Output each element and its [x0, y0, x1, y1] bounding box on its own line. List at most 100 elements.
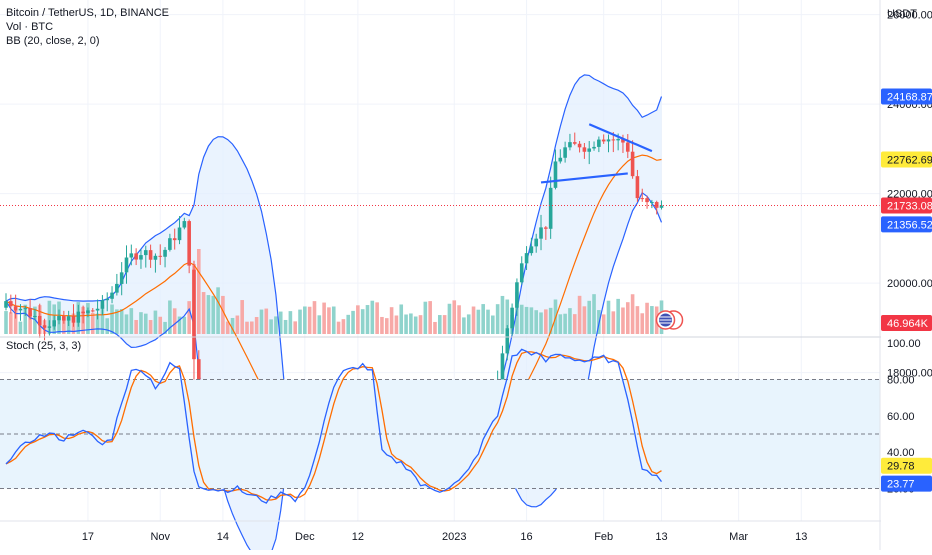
- time-tick-label: 16: [520, 531, 532, 543]
- candle-body: [515, 282, 519, 308]
- volume-bar: [539, 312, 543, 334]
- volume-bar: [645, 302, 649, 334]
- bb-legend[interactable]: BB (20, close, 2, 0): [6, 35, 100, 47]
- stochastic-pane: [0, 336, 932, 504]
- volume-bar: [327, 307, 331, 334]
- volume-bar: [621, 307, 625, 334]
- time-tick-label: Dec: [295, 531, 315, 543]
- volume-bar: [336, 321, 341, 334]
- candle-body: [168, 238, 172, 250]
- flag-icon[interactable]: [655, 310, 684, 330]
- candle-body: [192, 269, 196, 360]
- trendlines[interactable]: [540, 123, 653, 184]
- candle-body: [148, 250, 153, 260]
- candle-body: [28, 308, 32, 317]
- candle-body: [4, 301, 8, 308]
- volume-bar: [168, 300, 172, 334]
- symbol-title[interactable]: Bitcoin / TetherUS, 1D, BINANCE: [6, 7, 170, 19]
- legend-main: Bitcoin / TetherUS, 1D, BINANCE Vol · BT…: [6, 6, 169, 48]
- volume-bar: [582, 306, 587, 334]
- stoch-tick-label: 100.00: [887, 338, 921, 350]
- price-tick-label: 18000.00: [887, 368, 932, 380]
- candle-body: [71, 316, 76, 323]
- candle-body: [66, 316, 71, 321]
- candle-body: [52, 320, 56, 327]
- candle-body: [640, 198, 645, 200]
- candle-body: [105, 298, 110, 301]
- volume-bar: [592, 294, 596, 334]
- volume-bar: [134, 319, 138, 334]
- volume-bar: [356, 305, 360, 334]
- last-price-badge-bg: [881, 197, 932, 214]
- trendline-lower: [540, 172, 628, 184]
- volume-bar: [433, 321, 437, 334]
- volume-bar: [423, 301, 428, 334]
- candle-body: [9, 301, 13, 307]
- volume-legend[interactable]: Vol · BTC: [6, 21, 54, 33]
- volume-bar: [519, 304, 524, 334]
- stoch-d-badge: 29.78: [887, 461, 915, 473]
- stoch-tick-label: 40.00: [887, 447, 915, 459]
- volume-bar: [90, 312, 95, 334]
- candle-body: [13, 306, 18, 311]
- volume-bar: [640, 313, 645, 334]
- candle-body: [611, 139, 616, 141]
- candle-body: [172, 238, 177, 241]
- volume-bar: [481, 304, 485, 334]
- candle-body: [563, 147, 567, 158]
- candle-body: [558, 157, 563, 162]
- volume-bar: [524, 306, 529, 334]
- candle-body: [115, 283, 119, 293]
- volume-bar: [438, 315, 442, 334]
- volume-bar: [206, 295, 211, 334]
- candle-body: [182, 221, 187, 228]
- volume-bar: [351, 310, 355, 334]
- volume-bar: [86, 302, 90, 334]
- stoch-tick-label: 80.00: [887, 374, 915, 386]
- volume-bar: [360, 309, 365, 334]
- volume-bar: [462, 317, 466, 334]
- volume-bar: [384, 318, 389, 334]
- volume-bar: [418, 315, 423, 334]
- volume-bar: [442, 315, 447, 334]
- candle-body: [187, 221, 191, 266]
- volume-bar: [115, 309, 119, 334]
- volume-bar: [370, 300, 375, 334]
- volume-bar: [100, 304, 105, 334]
- candle-body: [134, 253, 138, 260]
- price-tick-label: 26000.00: [887, 10, 932, 22]
- volume-bar: [240, 300, 244, 334]
- volume-bar: [148, 320, 153, 334]
- stoch-tick-label: 60.00: [887, 411, 915, 423]
- candle-body: [37, 315, 42, 326]
- volume-bar: [404, 314, 408, 334]
- volume-bar: [322, 302, 326, 334]
- volume-bar: [197, 249, 201, 334]
- volume-bar: [158, 316, 163, 334]
- volume-bar: [486, 309, 490, 334]
- candle-body: [42, 325, 47, 328]
- candle-body: [505, 328, 510, 354]
- bb-basis-badge-bg: [881, 151, 932, 168]
- candle-body: [110, 292, 114, 299]
- time-tick-label: 13: [795, 531, 807, 543]
- time-tick-label: Feb: [594, 531, 613, 543]
- volume-bar: [544, 309, 548, 334]
- volume-bar: [380, 316, 384, 334]
- candle-body: [158, 255, 163, 257]
- stoch-legend[interactable]: Stoch (25, 3, 3): [6, 340, 82, 352]
- volume-bar: [452, 300, 457, 334]
- candle-body: [553, 161, 558, 188]
- volume-bar: [500, 295, 505, 334]
- volume-bar: [466, 314, 471, 334]
- candle-body: [577, 143, 582, 148]
- volume-bar: [95, 313, 100, 334]
- volume-bar: [331, 306, 336, 334]
- stoch-d-line: [5, 351, 662, 501]
- candle-body: [124, 257, 129, 273]
- volume-bar: [201, 292, 206, 334]
- bb-lower-badge-bg: [881, 216, 932, 233]
- candle-body: [630, 151, 635, 177]
